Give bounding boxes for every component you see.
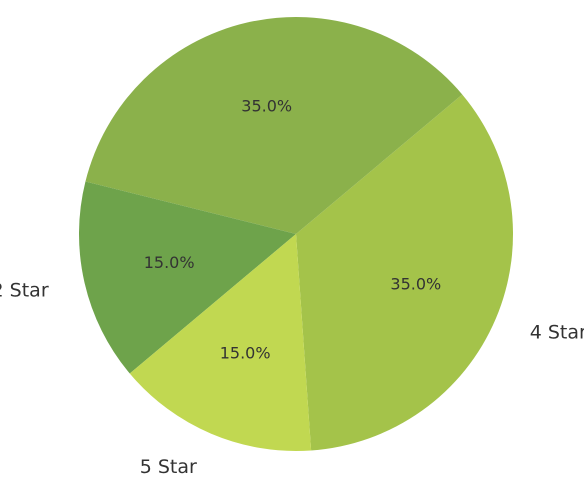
category-label: 5 Star [140,456,197,478]
pie-slice-4-star [296,94,513,451]
pie-slice-3-star [85,16,463,235]
percent-label: 15.0% [220,343,271,362]
percent-label: 15.0% [144,253,195,272]
pie-slice-2-star [78,181,296,374]
percent-label: 35.0% [241,97,292,116]
percent-label: 35.0% [390,274,441,293]
category-label: 2 Star [0,280,49,302]
category-label: 4 Star [530,322,584,344]
pie-slice-5-star [129,234,312,451]
